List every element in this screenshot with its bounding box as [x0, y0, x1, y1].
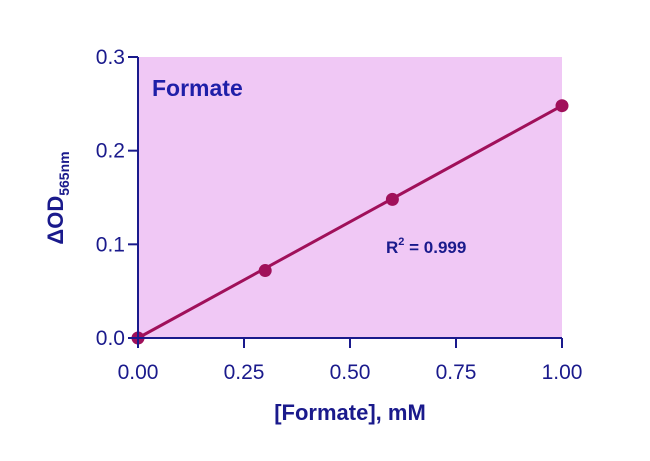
y-axis-title: ΔOD565nm	[43, 151, 72, 244]
r-squared-value: = 0.999	[404, 238, 466, 257]
fit-line	[137, 104, 563, 340]
x-tick-label: 0.75	[436, 361, 477, 384]
x-tick-label: 1.00	[542, 361, 583, 384]
x-axis-title: [Formate], mM	[274, 400, 426, 425]
x-tick-label: 0.25	[224, 361, 265, 384]
y-tick-label: 0.2	[96, 140, 125, 163]
axes-layer: 0.0 0.1 0.2 0.3 0.00 0.25 0.50 0.75 1.00	[96, 46, 583, 384]
y-axis-title-subscript: 565nm	[56, 151, 72, 195]
chart-title: Formate	[152, 75, 243, 101]
r-squared-base: R	[386, 238, 398, 257]
data-point	[258, 264, 272, 278]
y-axis-title-main: ΔOD	[43, 196, 68, 245]
x-tick-label: 0.00	[118, 361, 159, 384]
y-tick-label: 0.1	[96, 233, 125, 256]
y-tick-label: 0.0	[96, 327, 125, 350]
x-tick-label: 0.50	[330, 361, 371, 384]
data-point	[555, 99, 569, 113]
plot-area	[138, 57, 562, 338]
fit-layer	[137, 104, 563, 340]
r-squared-annotation: R2 = 0.999	[386, 236, 466, 257]
y-tick-label: 0.3	[96, 46, 125, 69]
r-squared-superscript: 2	[398, 236, 404, 248]
data-point	[385, 192, 399, 206]
